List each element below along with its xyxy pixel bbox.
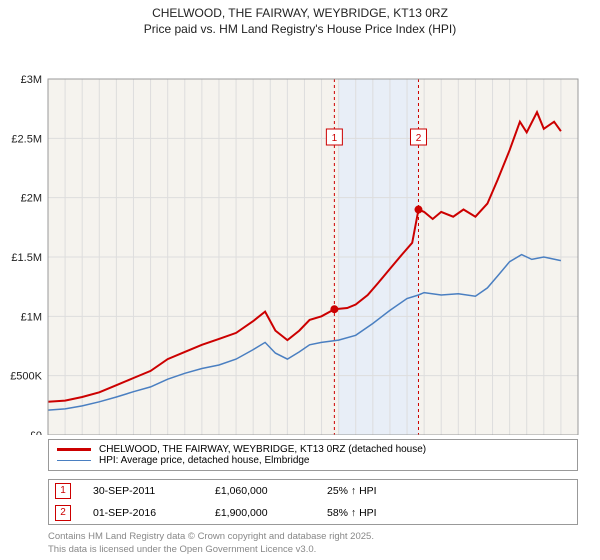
title-line2: Price paid vs. HM Land Registry's House … [0, 22, 600, 38]
event-number-badge: 1 [55, 483, 71, 499]
event-price: £1,900,000 [215, 507, 305, 519]
y-tick-label: £500K [10, 371, 42, 383]
chart-title: CHELWOOD, THE FAIRWAY, WEYBRIDGE, KT13 0… [0, 0, 600, 37]
footer-line2: This data is licensed under the Open Gov… [48, 544, 578, 556]
event-number: 2 [416, 133, 422, 144]
event-row: 2 01-SEP-2016 £1,900,000 58% ↑ HPI [49, 502, 577, 524]
event-price: £1,060,000 [215, 485, 305, 497]
y-tick-label: £2M [21, 193, 42, 205]
event-row: 1 30-SEP-2011 £1,060,000 25% ↑ HPI [49, 480, 577, 502]
footer-attribution: Contains HM Land Registry data © Crown c… [48, 531, 578, 556]
legend-row: CHELWOOD, THE FAIRWAY, WEYBRIDGE, KT13 0… [57, 444, 569, 455]
legend-swatch [57, 460, 91, 462]
y-tick-label: £1.5M [11, 252, 42, 264]
event-date: 01-SEP-2016 [93, 507, 193, 519]
price-chart: £0£500K£1M£1.5M£2M£2.5M£3M19951996199719… [0, 37, 600, 435]
legend-label: CHELWOOD, THE FAIRWAY, WEYBRIDGE, KT13 0… [99, 444, 426, 455]
event-number-badge: 2 [55, 505, 71, 521]
legend-swatch [57, 448, 91, 451]
event-pct: 25% ↑ HPI [327, 485, 437, 497]
y-tick-label: £3M [21, 74, 42, 86]
legend: CHELWOOD, THE FAIRWAY, WEYBRIDGE, KT13 0… [48, 439, 578, 471]
legend-row: HPI: Average price, detached house, Elmb… [57, 455, 569, 466]
events-table: 1 30-SEP-2011 £1,060,000 25% ↑ HPI 2 01-SEP-2… [48, 479, 578, 525]
y-tick-label: £1M [21, 312, 42, 324]
y-tick-label: £0 [30, 430, 42, 435]
event-pct: 58% ↑ HPI [327, 507, 437, 519]
event-number: 1 [332, 133, 338, 144]
y-tick-label: £2.5M [11, 134, 42, 146]
event-date: 30-SEP-2011 [93, 485, 193, 497]
title-line1: CHELWOOD, THE FAIRWAY, WEYBRIDGE, KT13 0… [0, 6, 600, 22]
legend-label: HPI: Average price, detached house, Elmb… [99, 455, 310, 466]
footer-line1: Contains HM Land Registry data © Crown c… [48, 531, 578, 543]
